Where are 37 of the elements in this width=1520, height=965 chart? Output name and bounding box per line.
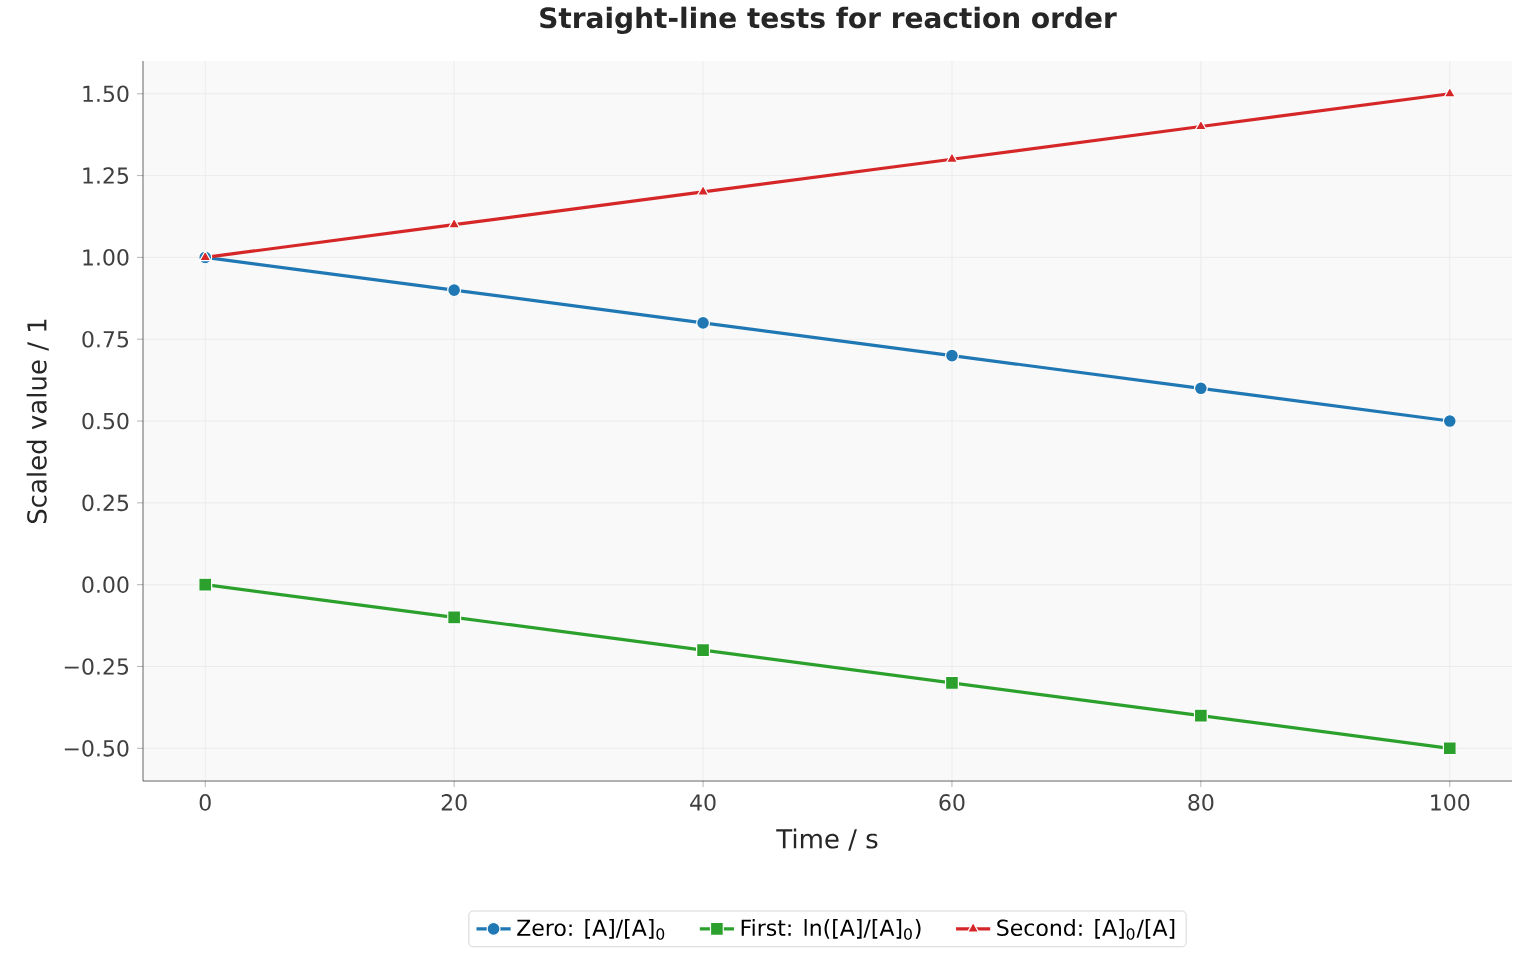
y-tick-label: 0.75 xyxy=(82,330,129,348)
legend-label: Second: [A]$_{0}$/[A] xyxy=(997,919,1175,940)
point xyxy=(1194,119,1208,131)
point xyxy=(1193,381,1208,396)
y-tick-label: −0.50 xyxy=(64,739,129,757)
point xyxy=(944,675,959,690)
y-tick-label: 0.50 xyxy=(82,412,129,430)
x-tick-label: 100 xyxy=(1431,794,1470,811)
x-tick-label: 40 xyxy=(690,794,716,811)
point xyxy=(1193,708,1208,723)
point xyxy=(448,217,461,229)
x-tick-label: 0 xyxy=(199,794,211,811)
x-axis-title: Time / s xyxy=(776,828,878,851)
y-tick-label: 0.25 xyxy=(82,494,129,512)
point xyxy=(1442,741,1457,756)
chart-title: Straight-line tests for reaction order xyxy=(540,6,1117,34)
y-tick-label: 1.25 xyxy=(83,167,129,184)
point xyxy=(696,315,711,330)
y-tick-label: 1.00 xyxy=(83,249,129,266)
point xyxy=(198,577,213,592)
y-tick-label: −0.25 xyxy=(64,658,129,675)
y-tick-label: 1.50 xyxy=(83,85,129,103)
y-tick-label: 0.00 xyxy=(82,576,129,593)
x-tick-label: 60 xyxy=(939,794,965,811)
point xyxy=(696,184,710,196)
point xyxy=(447,610,462,625)
x-tick-label: 80 xyxy=(1188,794,1214,811)
point xyxy=(447,283,462,298)
legend-label: First: ln([A]/[A]$_{0}$) xyxy=(741,919,921,940)
x-tick-label: 20 xyxy=(441,794,467,811)
point xyxy=(945,152,959,164)
point xyxy=(1443,86,1456,98)
point xyxy=(944,348,959,363)
point xyxy=(696,643,711,658)
y-axis-title: Scaled value / 1 xyxy=(26,319,49,524)
point xyxy=(1442,414,1457,429)
legend-label: Zero: [A]/[A]$_{0}$ xyxy=(517,919,665,940)
